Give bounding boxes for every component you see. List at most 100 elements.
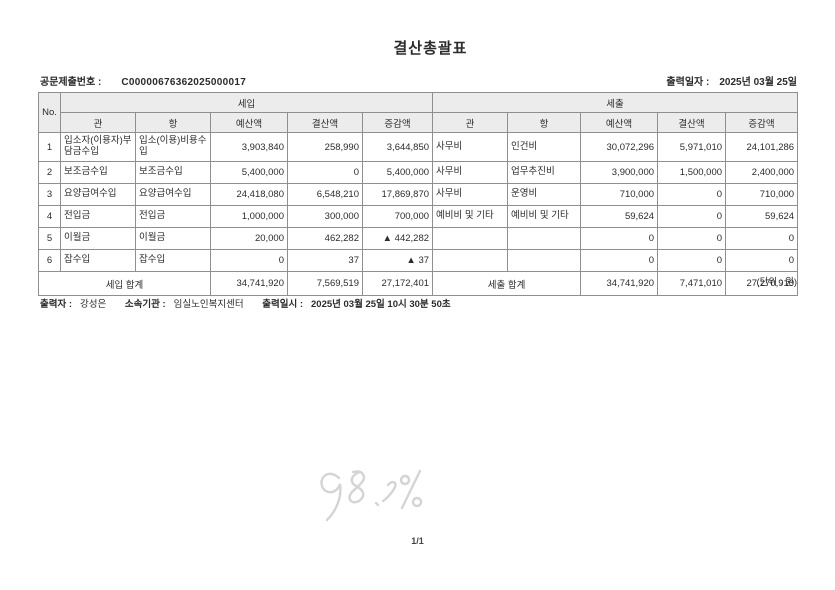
- exp-diff-cell: 2,400,000: [725, 161, 799, 184]
- table-row: 2 보조금수입 보조금수입 5,400,000 0 5,400,000 사무비 …: [38, 161, 799, 184]
- rev-budget-cell: 3,903,840: [210, 132, 288, 162]
- printed-at-value: 2025년 03월 25일 10시 30분 50초: [311, 299, 451, 310]
- rev-diff-cell: ▲ 442,282: [361, 227, 434, 250]
- rev-hang-cell: 입소(이용)비용수입: [135, 132, 211, 162]
- col-header-no: No.: [38, 92, 61, 133]
- row-no: 6: [38, 249, 61, 272]
- print-info-footer: 출력자 : 강성은 소속기관 : 임실노인복지센터 출력일시 : 2025년 03월 …: [40, 296, 467, 310]
- exp-hang-cell: 예비비 및 기타: [507, 205, 582, 228]
- exp-diff-cell: 0: [725, 249, 799, 272]
- rev-settlement-cell: 37: [287, 249, 363, 272]
- table-row: 3 요양급여수입 요양급여수입 24,418,080 6,548,210 17,…: [38, 183, 799, 206]
- exp-hang-cell: [507, 227, 582, 250]
- expense-total-diff: 27,270,910: [725, 271, 799, 296]
- exp-gwan-cell: [432, 249, 509, 272]
- exp-budget-cell: 30,072,296: [580, 132, 659, 162]
- exp-settlement-cell: 0: [657, 205, 727, 228]
- rev-settlement-cell: 6,548,210: [287, 183, 363, 206]
- rev-gwan-cell: 요양급여수입: [60, 183, 136, 206]
- exp-diff-cell: 0: [725, 227, 799, 250]
- exp-gwan-cell: 사무비: [432, 132, 509, 162]
- rev-diff-cell: 5,400,000: [361, 161, 434, 184]
- page-number: 1/1: [411, 536, 424, 546]
- expense-total-label: 세출 합계: [432, 271, 582, 296]
- handwritten-pencil-note: [292, 452, 457, 537]
- exp-budget-cell: 59,624: [580, 205, 659, 228]
- rev-hang-cell: 보조금수입: [135, 161, 211, 184]
- rev-gwan-cell: 잡수입: [60, 249, 136, 272]
- rev-gwan-cell: 보조금수입: [60, 161, 136, 184]
- col-header-exp-gwan: 관: [432, 112, 509, 133]
- col-header-rev-settlement: 결산액: [287, 112, 363, 133]
- rev-budget-cell: 20,000: [210, 227, 288, 250]
- rev-hang-cell: 전입금: [135, 205, 211, 228]
- rev-gwan-cell: 입소자(이용자)부담금수입: [60, 132, 136, 162]
- printer-label: 출력자 :: [40, 299, 73, 310]
- revenue-total-label: 세입 합계: [38, 271, 211, 296]
- page-title: 결산총괄표: [393, 40, 468, 57]
- rev-budget-cell: 24,418,080: [210, 183, 288, 206]
- group-header-revenue: 세입: [59, 92, 434, 113]
- expense-total-settlement: 7,471,010: [657, 271, 727, 296]
- exp-diff-cell: 24,101,286: [725, 132, 799, 162]
- print-date: 출력일자 : 2025년 03월 25일: [666, 73, 797, 88]
- row-no: 1: [38, 132, 61, 162]
- revenue-total-settlement: 7,569,519: [287, 271, 363, 296]
- row-no: 2: [38, 161, 61, 184]
- exp-budget-cell: 0: [580, 249, 659, 272]
- rev-settlement-cell: 258,990: [287, 132, 363, 162]
- exp-gwan-cell: [432, 227, 509, 250]
- exp-budget-cell: 3,900,000: [580, 161, 659, 184]
- totals-row: 세입 합계 34,741,920 7,569,519 27,172,401 세출…: [38, 271, 799, 296]
- printer-value: 강성은: [80, 299, 107, 310]
- exp-hang-cell: 인건비: [507, 132, 582, 162]
- col-header-exp-budget: 예산액: [580, 112, 659, 133]
- rev-diff-cell: 17,869,870: [361, 183, 434, 206]
- rev-hang-cell: 잡수입: [135, 249, 211, 272]
- exp-budget-cell: 0: [580, 227, 659, 250]
- col-header-rev-budget: 예산액: [210, 112, 288, 133]
- table-row: 5 이월금 이월금 20,000 462,282 ▲ 442,282 0 0 0: [38, 227, 799, 250]
- print-date-label: 출력일자 :: [666, 77, 710, 88]
- col-header-exp-diff: 증감액: [725, 112, 799, 133]
- exp-budget-cell: 710,000: [580, 183, 659, 206]
- table-row: 1 입소자(이용자)부담금수입 입소(이용)비용수입 3,903,840 258…: [38, 132, 799, 162]
- exp-settlement-cell: 0: [657, 183, 727, 206]
- table-row: 6 잡수입 잡수입 0 37 ▲ 37 0 0 0: [38, 249, 799, 272]
- row-no: 4: [38, 205, 61, 228]
- doc-number: 공문제출번호 : C00000676362025000017: [40, 73, 246, 88]
- row-no: 3: [38, 183, 61, 206]
- doc-number-label: 공문제출번호 :: [40, 77, 102, 88]
- exp-settlement-cell: 1,500,000: [657, 161, 727, 184]
- rev-diff-cell: 3,644,850: [361, 132, 434, 162]
- rev-diff-cell: 700,000: [361, 205, 434, 228]
- doc-number-value: C00000676362025000017: [121, 77, 247, 88]
- col-header-exp-hang: 항: [507, 112, 582, 133]
- rev-settlement-cell: 300,000: [287, 205, 363, 228]
- rev-settlement-cell: 462,282: [287, 227, 363, 250]
- col-header-exp-settlement: 결산액: [657, 112, 727, 133]
- exp-settlement-cell: 5,971,010: [657, 132, 727, 162]
- rev-hang-cell: 요양급여수입: [135, 183, 211, 206]
- exp-settlement-cell: 0: [657, 249, 727, 272]
- expense-total-budget: 34,741,920: [580, 271, 659, 296]
- exp-diff-cell: 59,624: [725, 205, 799, 228]
- exp-settlement-cell: 0: [657, 227, 727, 250]
- col-header-rev-hang: 항: [135, 112, 211, 133]
- rev-diff-cell: ▲ 37: [361, 249, 434, 272]
- group-header-expense: 세출: [432, 92, 799, 113]
- org-value: 임실노인복지센터: [173, 299, 244, 310]
- unit-note: (단위 : 원): [756, 277, 797, 288]
- rev-gwan-cell: 이월금: [60, 227, 136, 250]
- rev-hang-cell: 이월금: [135, 227, 211, 250]
- rev-settlement-cell: 0: [287, 161, 363, 184]
- settlement-summary-table: No. 세입 세출 관 항 예산액 결산액 증감액 관 항 예산액 결산액 증감…: [38, 92, 799, 296]
- printed-at-label: 출력일시 :: [262, 299, 303, 310]
- revenue-total-diff: 27,172,401: [361, 271, 434, 296]
- rev-budget-cell: 1,000,000: [210, 205, 288, 228]
- revenue-total-budget: 34,741,920: [210, 271, 288, 296]
- col-header-rev-diff: 증감액: [361, 112, 434, 133]
- exp-gwan-cell: 예비비 및 기타: [432, 205, 509, 228]
- exp-hang-cell: [507, 249, 582, 272]
- exp-hang-cell: 운영비: [507, 183, 582, 206]
